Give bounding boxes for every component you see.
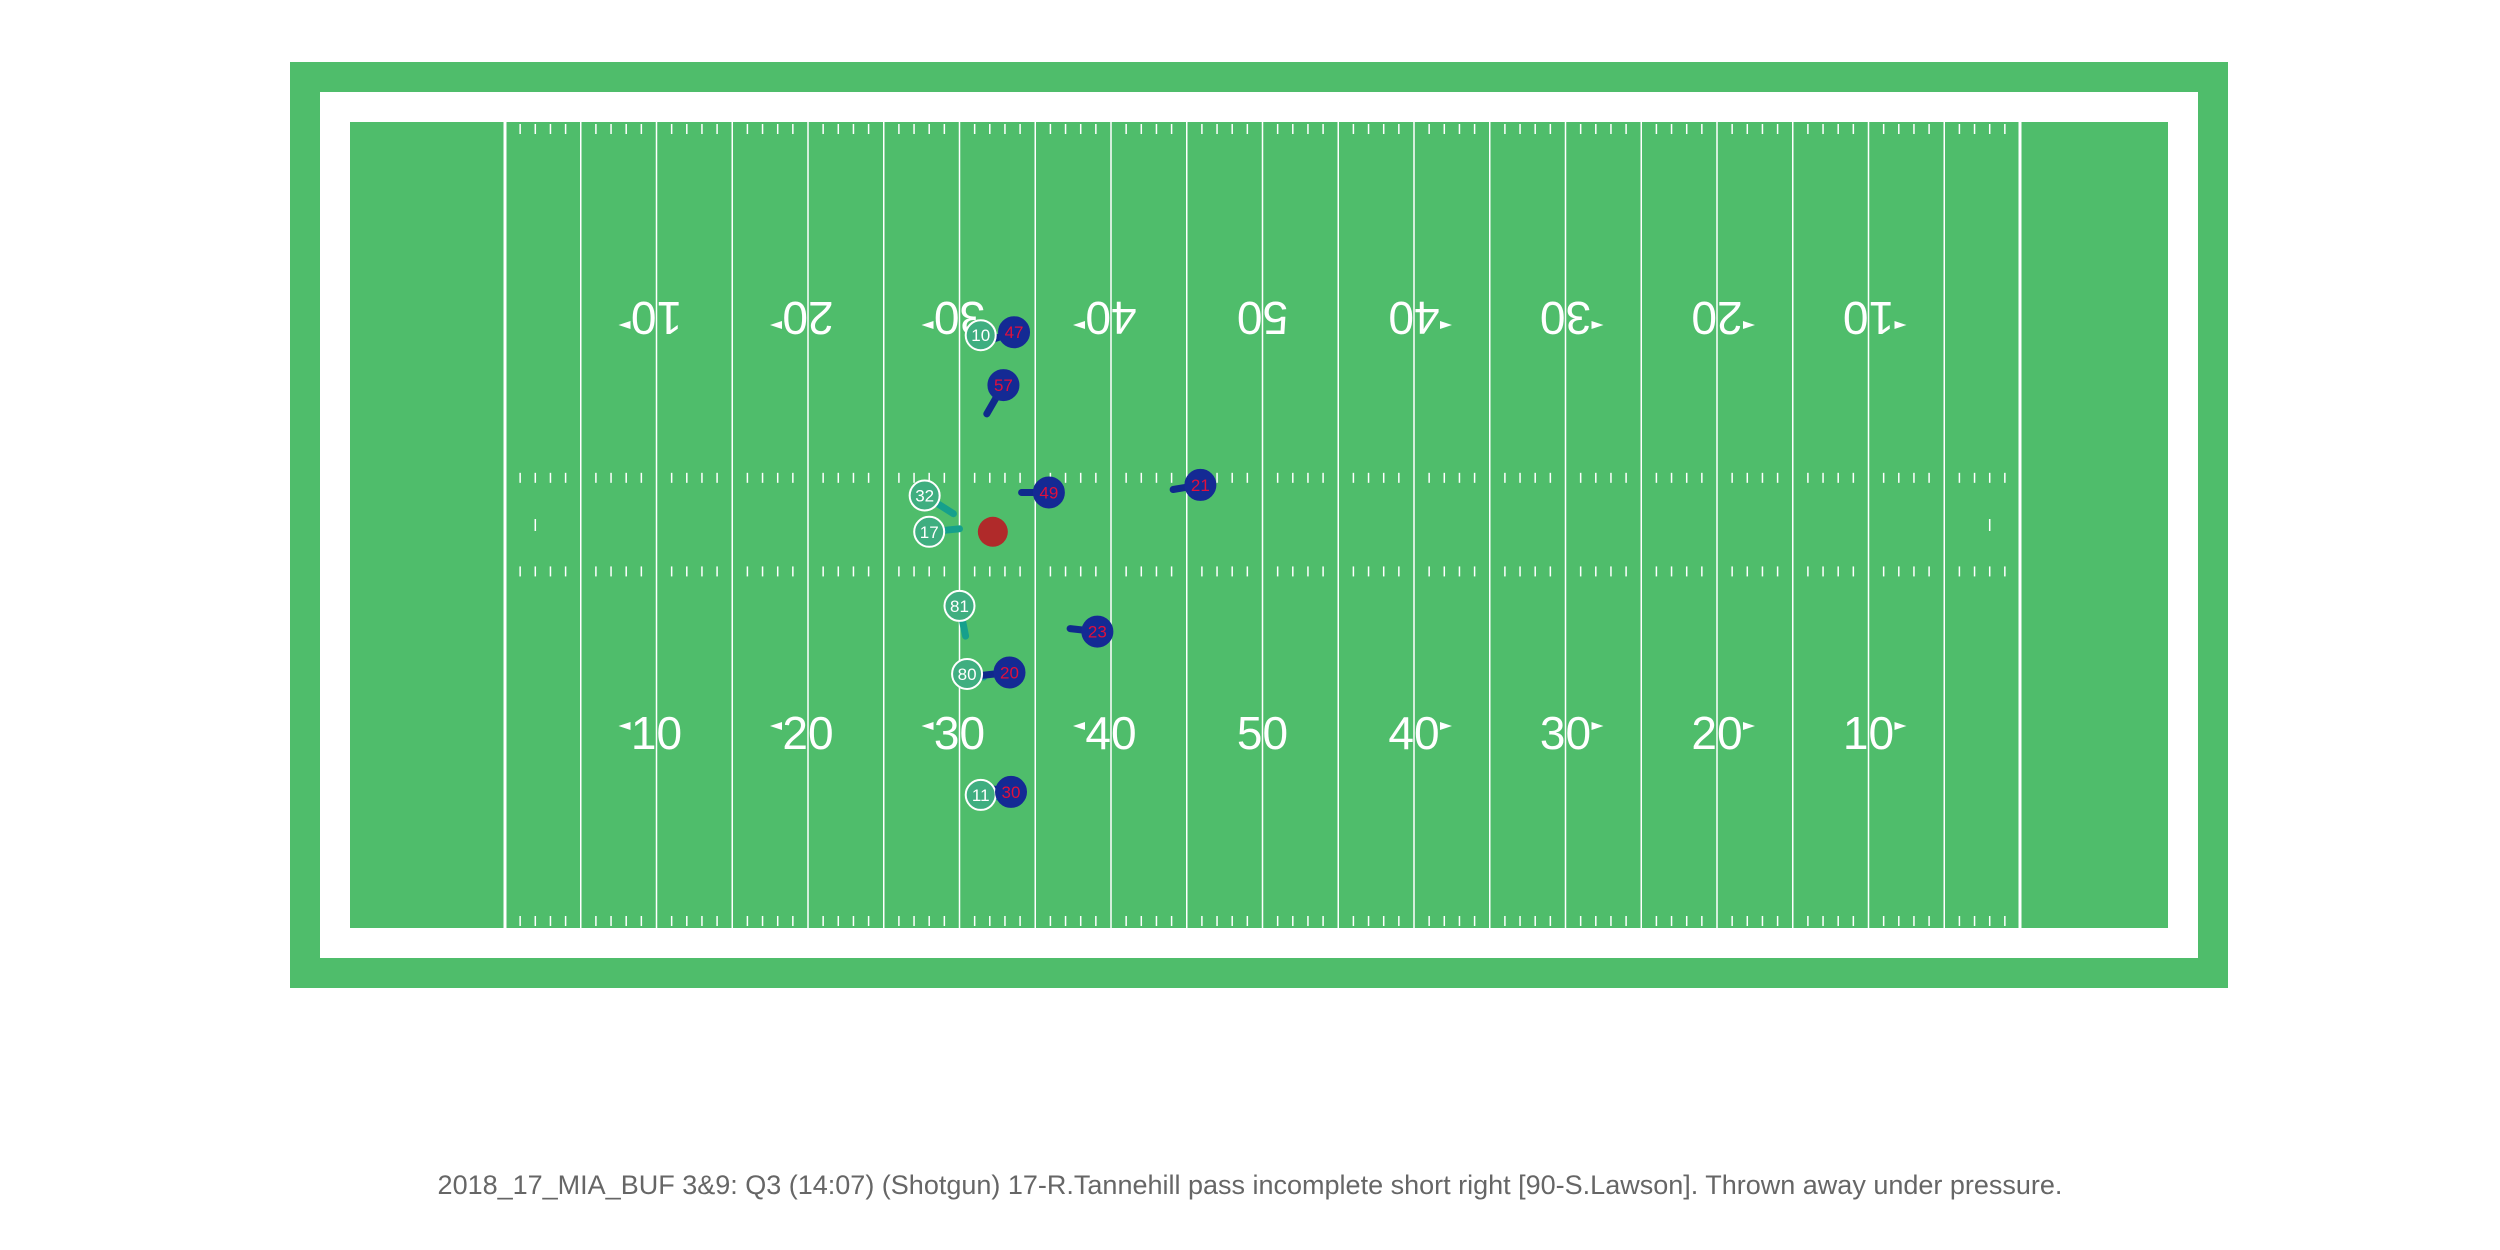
field-markings: 10 10 20 20 30 30 40 40 50 50 40 40 30 30 20 20 10 10	[290, 62, 2228, 988]
offense-player-jersey: 11	[972, 786, 990, 805]
defense-player-marker	[998, 316, 1031, 349]
direction-arrow	[1591, 321, 1604, 329]
yard-number: 20	[782, 292, 833, 344]
defense-player-jersey: 49	[1039, 483, 1058, 502]
offense-player-marker	[951, 657, 984, 690]
defense-player-jersey: 57	[994, 376, 1013, 395]
defense-player-jersey: 23	[1088, 623, 1107, 642]
direction-arrow	[921, 722, 934, 730]
yard-number: 10	[631, 707, 682, 759]
offense-player-jersey: 80	[958, 665, 977, 684]
defense-player-marker	[1184, 468, 1217, 501]
yard-number: 50	[1237, 292, 1288, 344]
yard-number: 20	[1691, 707, 1742, 759]
yard-number: 40	[1388, 292, 1439, 344]
direction-arrow	[770, 321, 782, 329]
offense-player-jersey: 17	[920, 523, 939, 542]
play-description: 2018_17_MIA_BUF 3&9: Q3 (14:07) (Shotgun…	[437, 1170, 2063, 1200]
defense-player-marker	[993, 656, 1026, 689]
direction-arrow	[1894, 321, 1907, 329]
direction-arrow	[618, 321, 631, 329]
defense-player-jersey: 21	[1191, 476, 1210, 495]
offense-player-marker	[908, 479, 941, 512]
offense-player-marker	[943, 589, 976, 622]
yard-number: 10	[1843, 292, 1894, 344]
direction-arrow	[1073, 321, 1085, 329]
offense-player-jersey: 10	[971, 326, 990, 345]
football	[977, 516, 1008, 547]
defense-player-marker	[1032, 476, 1065, 509]
yard-number: 40	[1085, 292, 1136, 344]
offense-player-marker	[964, 319, 997, 352]
yard-number: 30	[1540, 707, 1591, 759]
direction-arrow	[1440, 722, 1452, 730]
direction-arrow	[1073, 722, 1085, 730]
direction-arrow	[770, 722, 782, 730]
defense-player-jersey: 20	[1000, 663, 1019, 682]
direction-arrow	[1591, 722, 1604, 730]
defense-player-marker	[987, 369, 1020, 402]
direction-arrow	[1743, 722, 1755, 730]
direction-arrow	[921, 321, 934, 329]
defense-player-marker	[1081, 615, 1114, 648]
yard-number: 40	[1388, 707, 1439, 759]
yard-number: 20	[782, 707, 833, 759]
direction-arrow	[618, 722, 631, 730]
yard-number: 50	[1237, 707, 1288, 759]
direction-arrow	[1894, 722, 1907, 730]
field-turf	[350, 122, 2168, 928]
offense-player-jersey: 81	[950, 597, 969, 616]
defense-player-jersey: 30	[1002, 783, 1021, 802]
defense-player-jersey: 47	[1005, 323, 1024, 342]
offense-player-jersey: 32	[915, 487, 934, 506]
direction-arrow	[1440, 321, 1452, 329]
yard-number: 10	[1843, 707, 1894, 759]
defense-player-marker	[995, 775, 1028, 808]
yard-number: 20	[1691, 292, 1742, 344]
direction-arrow	[1743, 321, 1755, 329]
yard-number: 10	[631, 292, 682, 344]
yard-number: 30	[934, 707, 985, 759]
players: 10 32 17 81 80 11 47 57 49 21 23 20 30	[908, 316, 1217, 811]
offense-player-marker	[913, 515, 946, 548]
yard-number: 40	[1085, 707, 1136, 759]
yard-number: 30	[1540, 292, 1591, 344]
